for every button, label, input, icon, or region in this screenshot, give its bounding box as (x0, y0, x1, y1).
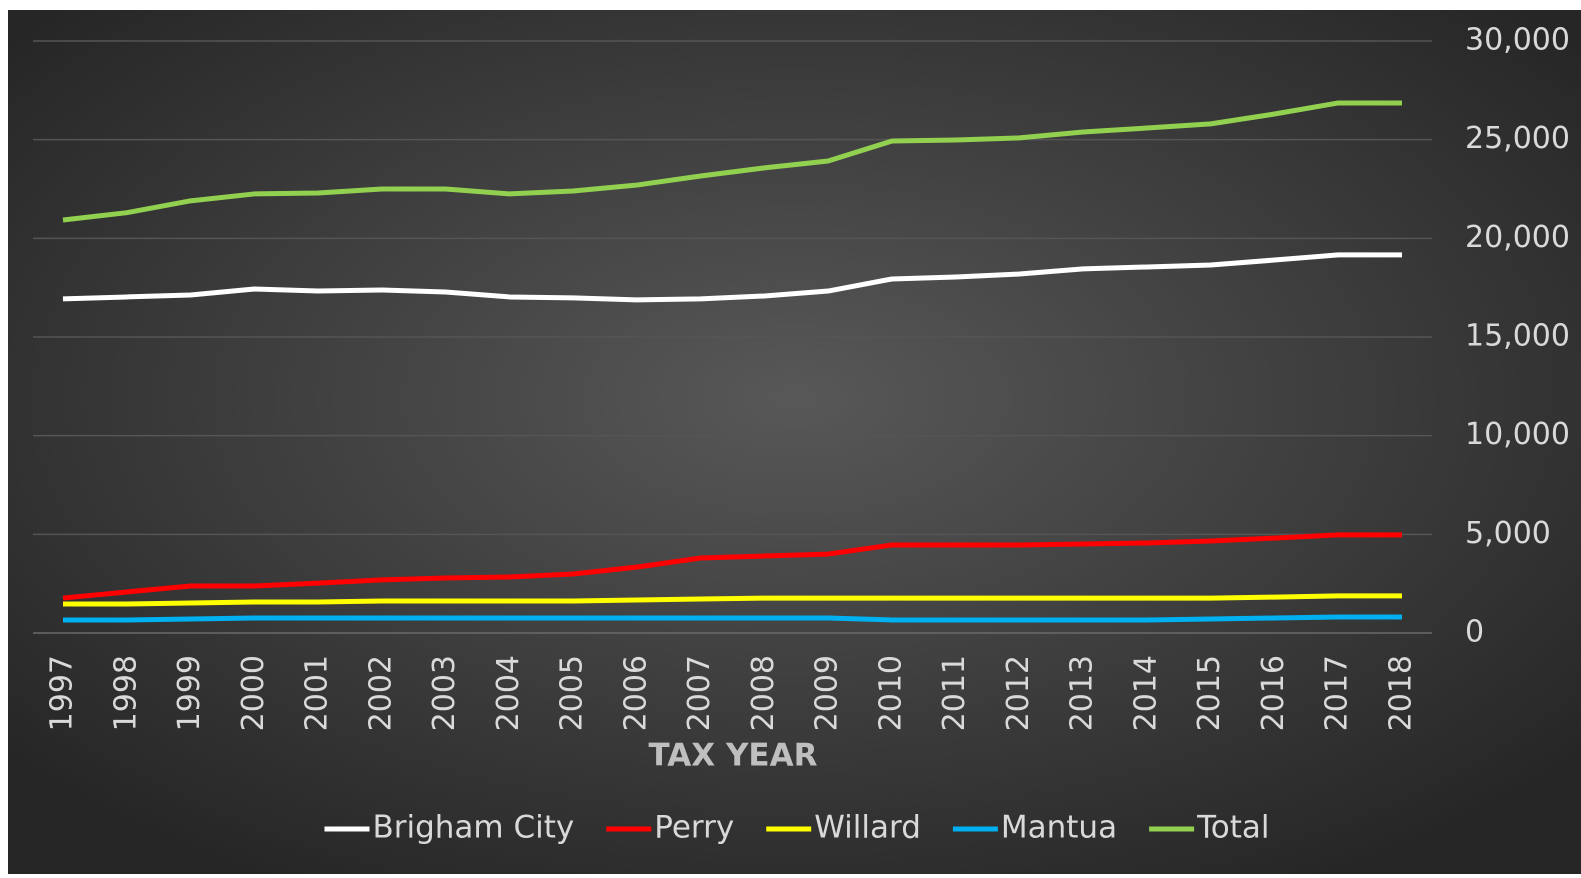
y-tick-label: 25,000 (1465, 121, 1570, 156)
y-tick-label: 10,000 (1465, 417, 1570, 452)
x-tick-label: 2007 (682, 655, 717, 731)
y-tick-label: 20,000 (1465, 220, 1570, 255)
x-tick-label: 2001 (300, 655, 335, 731)
y-tick-label: 5,000 (1465, 516, 1551, 551)
x-tick-label: 2005 (555, 655, 590, 731)
x-tick-label: 2006 (618, 655, 653, 731)
x-tick-label: 2016 (1256, 655, 1291, 731)
x-tick-label: 2009 (810, 655, 845, 731)
x-tick-label: 2018 (1384, 655, 1419, 731)
x-tick-label: 2017 (1320, 655, 1355, 731)
x-tick-label: 2008 (746, 655, 781, 731)
legend-label: Total (1196, 810, 1269, 846)
legend-label: Brigham City (372, 810, 574, 846)
x-tick-label: 2014 (1128, 655, 1163, 731)
legend-label: Perry (654, 810, 734, 846)
x-tick-label: 1997 (45, 655, 80, 731)
y-tick-label: 0 (1465, 615, 1484, 650)
x-tick-label: 2004 (491, 655, 526, 731)
background (8, 10, 1581, 874)
x-tick-label: 1999 (172, 655, 207, 731)
x-tick-label: 2011 (937, 655, 972, 731)
x-tick-label: 1998 (108, 655, 143, 731)
legend-label: Willard (814, 810, 921, 846)
y-tick-label: 30,000 (1465, 23, 1570, 58)
x-tick-label: 2002 (363, 655, 398, 731)
x-tick-label: 2003 (427, 655, 462, 731)
x-tick-label: 2010 (873, 655, 908, 731)
series-line (62, 252, 1402, 303)
series-line (62, 532, 1402, 601)
series-line (63, 593, 1402, 607)
x-axis-title: TAX YEAR (649, 738, 818, 774)
x-tick-label: 2012 (1001, 655, 1036, 731)
y-tick-label: 15,000 (1465, 319, 1570, 354)
x-tick-label: 2015 (1192, 655, 1227, 731)
series-line (63, 614, 1402, 623)
series-line (62, 100, 1402, 223)
x-tick-label: 2000 (236, 655, 271, 731)
x-tick-label: 2013 (1065, 655, 1100, 731)
legend-label: Mantua (1001, 810, 1117, 846)
